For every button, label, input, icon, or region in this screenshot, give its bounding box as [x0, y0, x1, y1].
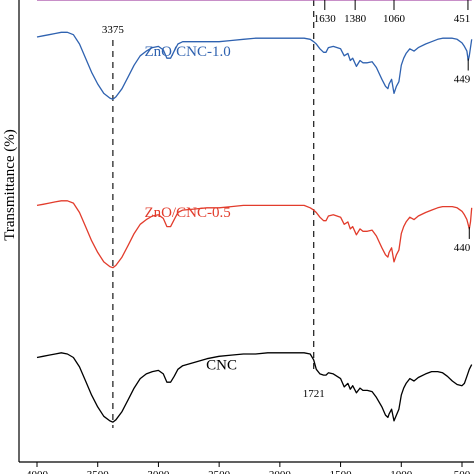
x-tick-label-3500: 3500	[87, 469, 110, 474]
x-tick-label-1000: 1000	[390, 469, 413, 474]
x-ticks: 4000 3500 3000 2500 2000 1500 1000 500	[26, 462, 471, 474]
series-label-cnc: CNC	[206, 357, 237, 373]
spectrum-line-cnc	[36, 352, 473, 423]
y-axis-label: Transmittance (%)	[2, 129, 18, 241]
peak-440-label: 440	[454, 242, 471, 254]
x-tick-label-3000: 3000	[147, 469, 170, 474]
x-tick-label-2500: 2500	[208, 469, 231, 474]
spectrum-line-zno-cnc-1-0	[36, 31, 473, 100]
peak-annotations: 1630 1380 1060 451 449 440	[314, 0, 471, 254]
peak-1380-label: 1380	[344, 13, 367, 25]
ref-line-3375-label: 3375	[102, 24, 125, 36]
reference-lines: 3375 1721	[102, 0, 325, 428]
peak-449-label: 449	[454, 74, 471, 86]
peak-1060-label: 1060	[383, 13, 406, 25]
ref-line-1721-label: 1721	[303, 388, 325, 400]
x-tick-label-500: 500	[454, 469, 471, 474]
x-tick-label-2000: 2000	[269, 469, 292, 474]
spectrum-line-zno-cnc-0-5	[36, 200, 473, 269]
x-tick-label-1500: 1500	[330, 469, 353, 474]
series-label-zno-cnc-1-0: ZnO/CNC-1.0	[144, 44, 230, 60]
series-label-zno-cnc-0-5: ZnO/CNC-0.5	[144, 205, 230, 221]
x-tick-label-4000: 4000	[26, 469, 49, 474]
spectra	[36, 0, 473, 423]
peak-451-label: 451	[454, 13, 471, 25]
peak-1630-label: 1630	[314, 13, 337, 25]
